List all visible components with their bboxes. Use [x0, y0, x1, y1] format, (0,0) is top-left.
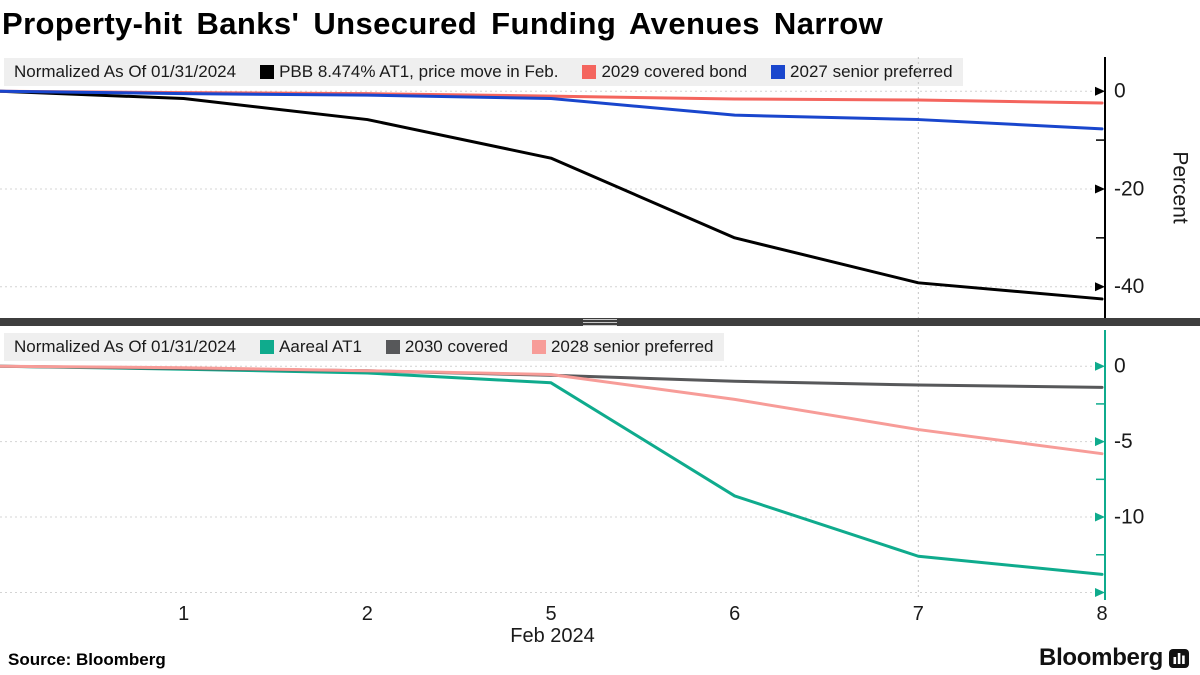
legend-item-aareal-at1: Aareal AT1: [260, 337, 362, 357]
legend-swatch-icon: [385, 340, 400, 354]
series-line-2030-covered: [0, 364, 1104, 389]
bloomberg-brand-text: Bloomberg: [1039, 644, 1163, 671]
x-tick-label: 1: [178, 603, 189, 625]
legend-swatch-icon: [582, 65, 597, 79]
x-axis-title: Feb 2024: [510, 625, 595, 647]
legend-series-label: 2027 senior preferred: [790, 62, 953, 81]
legend-swatch-icon: [260, 65, 275, 79]
legend-item-2029-covered-bond: 2029 covered bond: [582, 62, 747, 82]
legend-series-label: 2029 covered bond: [601, 62, 748, 81]
bloomberg-wordmark: Bloomberg: [1039, 644, 1190, 672]
source-attribution: Source: Bloomberg: [8, 650, 166, 669]
top-panel-legend: Normalized As Of 01/31/2024 PBB 8.474% AT…: [4, 58, 963, 86]
series-line-2029-covered-bond: [0, 89, 1104, 105]
panel-divider: [0, 318, 1200, 326]
y-tick-arrow-icon: [1095, 361, 1105, 371]
legend-normalized-label: Normalized As Of 01/31/2024: [14, 62, 237, 81]
y-tick-arrow-icon: [1095, 437, 1105, 447]
series-line-pbb-at1: [0, 89, 1104, 301]
chart-title: Property-hit Banks' Unsecured Funding Av…: [2, 6, 884, 41]
legend-swatch-icon: [531, 340, 546, 354]
y-tick-label: -40: [1114, 275, 1144, 298]
legend-item-pbb-at1: PBB 8.474% AT1, price move in Feb.: [260, 62, 558, 82]
series-line-2028-senior-preferred: [0, 364, 1104, 456]
series-line-2027-senior-preferred: [0, 89, 1104, 131]
y-axis-title: Percent: [1169, 151, 1192, 224]
y-tick-label: -5: [1114, 430, 1133, 453]
y-tick-label: 0: [1114, 80, 1126, 103]
legend-series-label: 2030 covered: [404, 337, 508, 356]
y-tick-label: -10: [1114, 506, 1144, 529]
x-tick-label: 8: [1096, 603, 1107, 625]
x-tick-label: 6: [729, 603, 740, 625]
y-tick-arrow-icon: [1095, 184, 1105, 194]
bottom-panel-legend: Normalized As Of 01/31/2024 Aareal AT1 203…: [4, 333, 724, 361]
divider-grip-icon[interactable]: [583, 318, 617, 326]
x-tick-label: 5: [545, 603, 556, 625]
x-tick-label: 7: [913, 603, 924, 625]
y-tick-arrow-icon: [1095, 86, 1105, 96]
legend-normalized-label: Normalized As Of 01/31/2024: [14, 337, 237, 356]
bloomberg-chart-logo-icon: [1169, 648, 1189, 668]
y-tick-arrow-icon: [1095, 512, 1105, 522]
x-tick-label: 2: [362, 603, 373, 625]
series-line-aareal-at1: [0, 364, 1104, 576]
legend-series-label: Aareal AT1: [279, 337, 362, 356]
legend-series-label: 2028 senior preferred: [550, 337, 714, 356]
y-tick-arrow-icon: [1095, 587, 1105, 597]
y-tick-arrow-icon: [1095, 282, 1105, 292]
legend-series-label: PBB 8.474% AT1, price move in Feb.: [279, 62, 559, 81]
legend-item-2028-senior-preferred: 2028 senior preferred: [531, 337, 714, 357]
legend-swatch-icon: [771, 65, 786, 79]
y-tick-label: 0: [1114, 355, 1126, 378]
legend-swatch-icon: [260, 340, 275, 354]
legend-item-2030-covered: 2030 covered: [385, 337, 508, 357]
legend-item-2027-senior-preferred: 2027 senior preferred: [771, 62, 953, 82]
y-tick-label: -20: [1114, 177, 1144, 200]
